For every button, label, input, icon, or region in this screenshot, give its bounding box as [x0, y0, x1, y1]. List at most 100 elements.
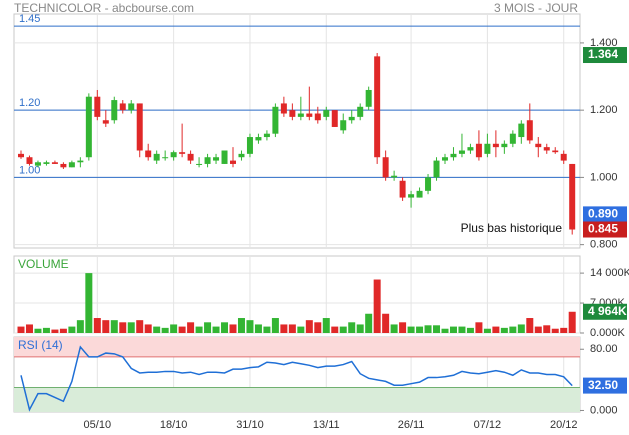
- volume-bar: [119, 322, 127, 333]
- y-tick-label: 0.000K: [590, 327, 626, 339]
- volume-bar: [144, 324, 152, 333]
- value-badge-label: 0.890: [588, 207, 618, 221]
- candle-body: [128, 103, 135, 111]
- value-badge-label: 0.845: [588, 222, 618, 236]
- candle-body: [68, 162, 75, 168]
- candle-body: [187, 153, 194, 161]
- x-tick-label: 26/11: [398, 419, 425, 431]
- volume-bar: [271, 318, 279, 333]
- annotation: Plus bas historique: [461, 221, 563, 235]
- candle-body: [246, 137, 253, 154]
- panel-title: VOLUME: [18, 257, 69, 271]
- volume-bar: [170, 324, 178, 333]
- panel-title: RSI (14): [18, 338, 63, 352]
- volume-bar: [509, 326, 517, 333]
- volume-bar: [254, 324, 262, 333]
- candle-body: [162, 157, 169, 159]
- volume-bar: [263, 326, 271, 333]
- candle-body: [119, 103, 126, 111]
- candle-body: [543, 147, 550, 151]
- x-tick-label: 07/12: [474, 419, 502, 431]
- candle-body: [314, 113, 321, 121]
- candle-body: [204, 157, 211, 164]
- reference-label: 1.20: [19, 97, 40, 109]
- volume-bar: [297, 326, 305, 333]
- header-period: 3 MOIS - JOUR: [494, 1, 578, 15]
- y-tick-label: 80.00: [590, 343, 618, 355]
- candle-body: [391, 175, 398, 178]
- volume-bar: [76, 320, 84, 333]
- candle-body: [170, 152, 177, 158]
- volume-bar: [280, 324, 288, 333]
- volume-bar: [178, 326, 186, 333]
- candle-body: [560, 153, 567, 161]
- candle-body: [179, 152, 186, 154]
- candle-body: [442, 157, 448, 161]
- value-badge: [583, 221, 627, 238]
- candle-body: [357, 106, 364, 117]
- y-tick-label: 14 000K: [590, 267, 629, 279]
- candle-body: [323, 110, 330, 117]
- volume-bar: [34, 328, 42, 333]
- volume-bar: [475, 322, 483, 333]
- value-badge: [583, 377, 627, 394]
- candle-body: [280, 103, 287, 114]
- candle-body: [526, 120, 533, 141]
- volume-bar: [51, 329, 59, 333]
- candle-body: [348, 116, 355, 121]
- candle-body: [85, 96, 92, 158]
- volume-bar: [568, 311, 576, 333]
- volume-bar: [68, 326, 76, 333]
- candle-body: [501, 143, 508, 148]
- volume-bar: [288, 324, 296, 333]
- y-tick-label: 0.000: [590, 404, 618, 416]
- candle-body: [484, 143, 491, 154]
- x-tick-label: 13/11: [313, 419, 340, 431]
- volume-bar: [424, 325, 432, 333]
- candle-body: [535, 143, 542, 148]
- volume-bar: [466, 327, 474, 333]
- volume-bar: [517, 324, 525, 333]
- candle-body: [94, 96, 101, 117]
- candle-body: [145, 150, 152, 158]
- value-badge-label: 32.50: [588, 378, 618, 392]
- volume-bar: [534, 326, 542, 333]
- candle-body: [475, 143, 482, 158]
- volume-bar: [229, 324, 237, 333]
- candle-body: [77, 160, 84, 163]
- candle-body: [26, 157, 33, 164]
- candle-body: [153, 153, 160, 161]
- y-tick-label: 0.800: [590, 239, 618, 251]
- value-badge-label: 1.364: [588, 47, 618, 61]
- reference-label: 1.45: [19, 13, 40, 25]
- volume-bar: [416, 326, 424, 333]
- volume-bar: [365, 313, 373, 333]
- volume-bar: [543, 325, 551, 333]
- volume-bar: [237, 318, 245, 333]
- volume-bar: [441, 328, 449, 333]
- candle-body: [297, 113, 304, 117]
- value-badge: [583, 206, 627, 223]
- panel-frame: [13, 13, 581, 249]
- candle-body: [492, 143, 499, 148]
- volume-bar: [42, 327, 50, 333]
- candle-body: [518, 123, 525, 138]
- volume-bar: [492, 326, 500, 333]
- volume-bar: [433, 325, 441, 333]
- volume-bar: [348, 322, 356, 333]
- candle-body: [238, 153, 245, 158]
- candle-body: [425, 177, 432, 191]
- volume-bar: [314, 322, 322, 333]
- volume-bar: [25, 324, 33, 333]
- volume-bar: [127, 322, 135, 333]
- candle-body: [111, 100, 118, 121]
- candle-body: [221, 150, 228, 164]
- candle-body: [213, 157, 220, 161]
- volume-bar: [305, 320, 313, 333]
- candle-body: [509, 133, 516, 144]
- volume-bar: [195, 326, 203, 333]
- x-tick-label: 05/10: [84, 419, 112, 431]
- candle-body: [458, 150, 465, 154]
- y-tick-label: 1.000: [590, 171, 618, 183]
